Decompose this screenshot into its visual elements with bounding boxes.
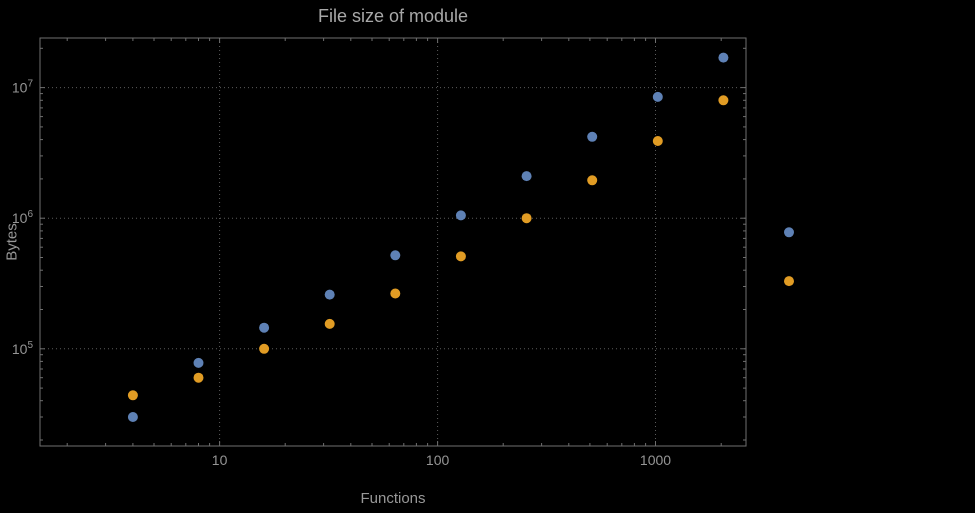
orange-series-point: [521, 213, 532, 224]
y-tick-label: 107: [12, 79, 34, 96]
blue-series-point: [324, 289, 335, 300]
chart-title: File size of module: [317, 6, 469, 26]
orange-series-point: [652, 136, 663, 146]
blue-series-point: [718, 52, 729, 63]
x-tick-label: 100: [426, 452, 450, 468]
y-axis-label: Bytes: [3, 223, 21, 261]
y-tick-label: 105: [12, 340, 34, 357]
orange-series-point: [259, 343, 270, 354]
orange-series-point: [193, 372, 204, 383]
blue-series-point: [587, 131, 598, 142]
blue-series-point: [652, 91, 663, 102]
orange-series-point: [324, 318, 335, 329]
orange-series-point: [390, 288, 401, 299]
blue-series-point: [390, 250, 401, 261]
x-tick-label: 10: [212, 452, 228, 468]
blue-series-point: [193, 357, 204, 368]
blue-series-point: [259, 322, 270, 333]
blue-series-point: [521, 171, 532, 182]
x-axis-label: Functions: [360, 490, 426, 507]
orange-series-point: [718, 95, 729, 106]
blue-series-point: [127, 412, 138, 422]
orange-series-point: [784, 276, 794, 287]
blue-series-point: [455, 210, 466, 221]
x-tick-label: 1000: [640, 452, 671, 468]
blue-series-point: [784, 227, 794, 238]
plot-frame: [39, 37, 747, 447]
orange-series-point: [127, 390, 138, 401]
orange-series-point: [587, 175, 598, 186]
orange-series-point: [455, 251, 466, 262]
